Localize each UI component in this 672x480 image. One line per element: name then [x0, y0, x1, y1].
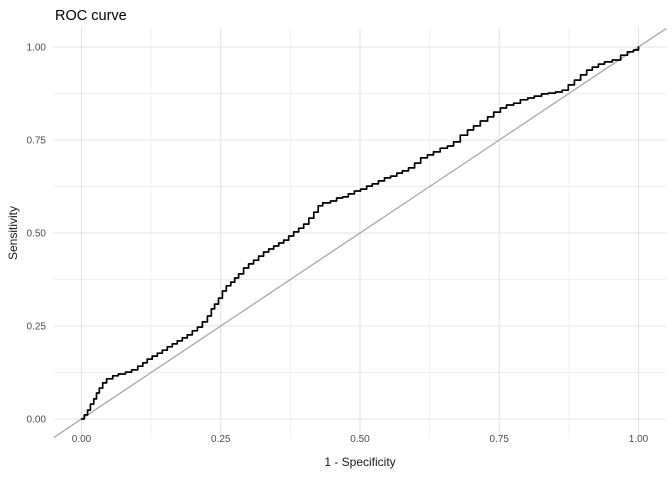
roc-curve-line [80, 46, 640, 420]
y-tick-label: 1.00 [27, 43, 47, 54]
x-axis-title: 1 - Specificity [324, 455, 395, 469]
x-tick-label: 0.25 [211, 434, 231, 445]
x-tick-label: 0.00 [72, 434, 92, 445]
x-tick-label: 0.75 [490, 434, 510, 445]
y-tick-label: 0.00 [27, 415, 47, 426]
x-tick-label: 1.00 [629, 434, 649, 445]
chart-title: ROC curve [55, 8, 127, 24]
gridlines-major [53, 28, 667, 438]
y-tick-label: 0.25 [27, 322, 47, 333]
y-tick-labels: 0.00 0.25 0.50 0.75 1.00 [27, 43, 47, 426]
y-axis-title: Sensitivity [6, 206, 20, 260]
chance-diagonal-line [53, 27, 667, 439]
y-tick-label: 0.75 [27, 136, 47, 147]
y-tick-label: 0.50 [27, 229, 47, 240]
x-tick-label: 0.50 [350, 434, 370, 445]
x-tick-labels: 0.00 0.25 0.50 0.75 1.00 [72, 434, 649, 445]
